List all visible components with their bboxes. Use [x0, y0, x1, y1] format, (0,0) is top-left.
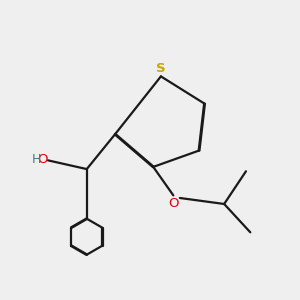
Text: S: S — [156, 62, 166, 75]
Text: O: O — [37, 153, 47, 166]
Text: O: O — [169, 197, 179, 210]
Text: H: H — [32, 153, 41, 166]
